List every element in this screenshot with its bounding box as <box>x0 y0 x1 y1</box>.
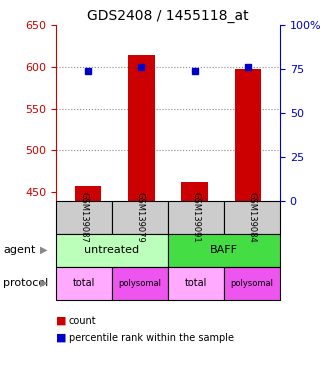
Text: BAFF: BAFF <box>210 245 238 255</box>
Bar <box>56 201 112 233</box>
Bar <box>168 233 280 266</box>
Text: GSM139079: GSM139079 <box>135 192 145 243</box>
Text: ▶: ▶ <box>40 245 47 255</box>
Text: total: total <box>73 278 95 288</box>
Text: agent: agent <box>3 245 36 255</box>
Bar <box>112 201 168 233</box>
Text: ■: ■ <box>56 316 67 326</box>
Bar <box>168 201 224 233</box>
Bar <box>56 266 112 300</box>
Text: ▶: ▶ <box>40 278 47 288</box>
Bar <box>75 187 101 201</box>
Bar <box>224 266 280 300</box>
Text: percentile rank within the sample: percentile rank within the sample <box>69 333 234 343</box>
Bar <box>224 201 280 233</box>
Title: GDS2408 / 1455118_at: GDS2408 / 1455118_at <box>87 8 249 23</box>
Text: polysomal: polysomal <box>118 278 162 288</box>
Text: ■: ■ <box>56 333 67 343</box>
Text: untreated: untreated <box>84 245 140 255</box>
Bar <box>56 233 168 266</box>
Text: protocol: protocol <box>3 278 48 288</box>
Text: count: count <box>69 316 96 326</box>
Bar <box>112 266 168 300</box>
Bar <box>235 69 261 201</box>
Text: GSM139084: GSM139084 <box>247 192 257 243</box>
Bar <box>168 266 224 300</box>
Bar <box>128 55 155 201</box>
Text: polysomal: polysomal <box>230 278 274 288</box>
Text: total: total <box>185 278 207 288</box>
Bar <box>181 182 208 201</box>
Text: GSM139087: GSM139087 <box>79 192 89 243</box>
Text: GSM139091: GSM139091 <box>191 192 201 242</box>
